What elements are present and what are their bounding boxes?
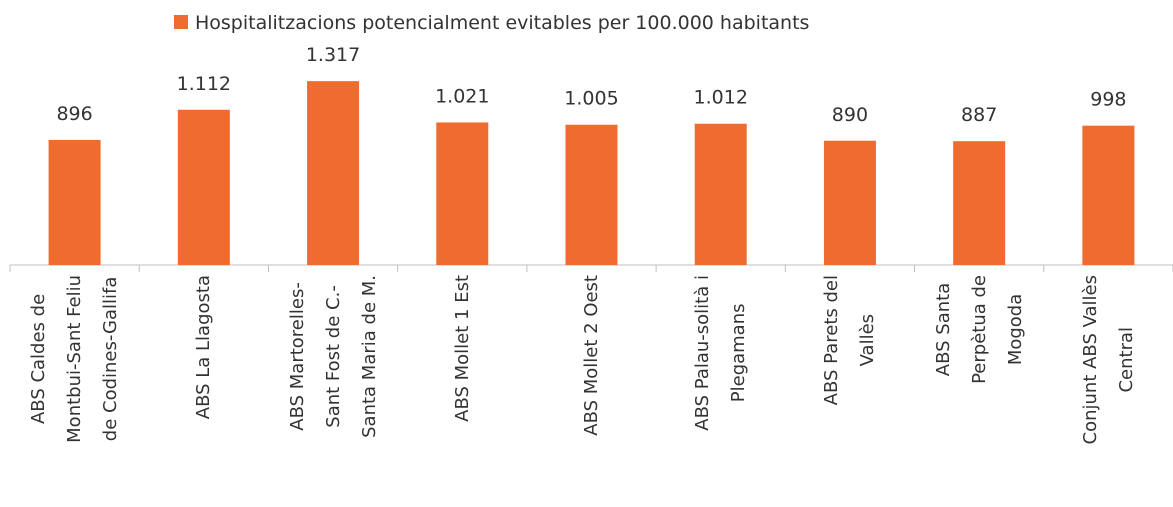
x-tick-label-box: Conjunt ABS Vallès Central bbox=[1044, 275, 1173, 500]
value-label: 1.112 bbox=[177, 73, 231, 95]
x-tick-label: ABS Parets del Vallès bbox=[820, 274, 878, 405]
value-label: 998 bbox=[1090, 89, 1126, 111]
bar bbox=[565, 124, 618, 266]
bar bbox=[48, 139, 101, 265]
x-tick-label-box: ABS Caldes de Montbui-Sant Feliu de Codi… bbox=[10, 275, 139, 500]
x-tick-label-box: ABS Palau-solità i Plegamans bbox=[656, 275, 785, 500]
value-label: 887 bbox=[961, 104, 997, 126]
x-tick-label: ABS Palau-solità i Plegamans bbox=[691, 274, 749, 431]
x-tick-label-box: ABS Santa Perpètua de Mogoda bbox=[915, 275, 1044, 500]
bar bbox=[307, 81, 360, 266]
x-tick-label: ABS Santa Perpètua de Mogoda bbox=[932, 274, 1026, 384]
value-label: 890 bbox=[832, 104, 868, 126]
value-label: 1.012 bbox=[694, 87, 748, 109]
x-tick-label: ABS La Llagosta bbox=[192, 274, 214, 419]
legend-label: Hospitalitzacions potencialment evitable… bbox=[195, 12, 809, 34]
bar bbox=[953, 141, 1006, 265]
value-label: 1.317 bbox=[306, 44, 360, 66]
x-tick-label: ABS Mollet 1 Est bbox=[451, 274, 473, 422]
value-label: 1.021 bbox=[435, 85, 489, 107]
x-tick-label-box: ABS La Llagosta bbox=[139, 275, 268, 500]
bar bbox=[1082, 125, 1135, 265]
value-label: 896 bbox=[56, 103, 92, 125]
bar bbox=[823, 140, 876, 265]
x-tick-label: ABS Mollet 2 Oest bbox=[580, 274, 602, 436]
x-tick-label-box: ABS Parets del Vallès bbox=[785, 275, 914, 500]
x-tick-label: ABS Martorelles- Sant Fost de C.- Santa … bbox=[286, 274, 380, 438]
value-label: 1.005 bbox=[564, 88, 618, 110]
x-tick-label-box: ABS Mollet 1 Est bbox=[398, 275, 527, 500]
x-tick-label: Conjunt ABS Vallès Central bbox=[1079, 274, 1137, 444]
x-tick-label-box: ABS Mollet 2 Oest bbox=[527, 275, 656, 500]
x-tick-label: ABS Caldes de Montbui-Sant Feliu de Codi… bbox=[27, 274, 121, 443]
bar bbox=[177, 109, 230, 265]
legend-swatch bbox=[174, 15, 188, 29]
bar bbox=[694, 123, 747, 266]
bar bbox=[436, 122, 489, 265]
x-tick-label-box: ABS Martorelles- Sant Fost de C.- Santa … bbox=[269, 275, 398, 500]
